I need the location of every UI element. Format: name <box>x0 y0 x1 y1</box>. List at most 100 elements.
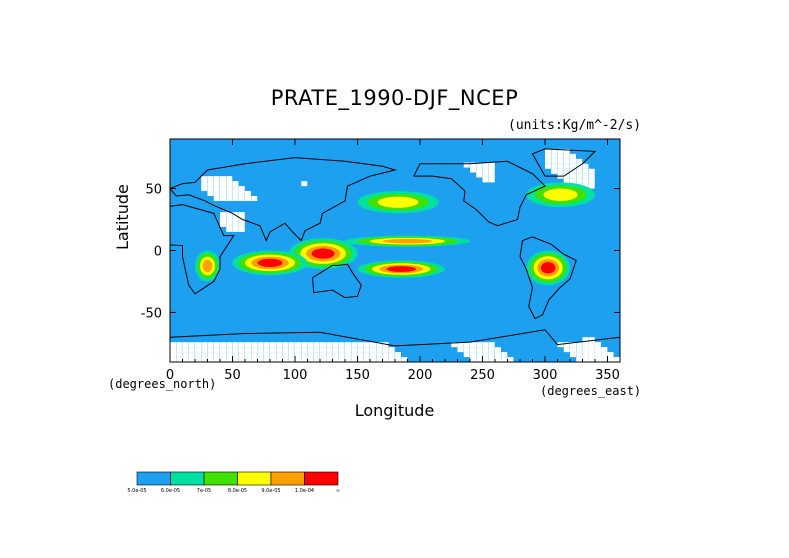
missing-cell <box>232 352 239 358</box>
missing-cell <box>595 352 601 358</box>
missing-cell <box>238 357 245 362</box>
missing-cell <box>207 191 214 197</box>
missing-cell <box>195 342 201 348</box>
missing-cell <box>588 352 595 358</box>
missing-cell <box>251 352 258 358</box>
y-tick-label: 0 <box>154 245 162 260</box>
missing-cell <box>382 352 389 358</box>
missing-cell <box>313 342 320 348</box>
missing-cell <box>313 352 320 358</box>
missing-cell <box>188 357 195 362</box>
missing-cell <box>357 352 364 358</box>
missing-cell <box>476 357 483 362</box>
missing-cell <box>582 183 589 189</box>
missing-cell <box>551 148 558 154</box>
missing-cell <box>595 342 601 348</box>
missing-cell <box>588 183 595 189</box>
missing-cell <box>582 168 589 174</box>
missing-cell <box>232 186 239 192</box>
missing-cell <box>351 347 358 353</box>
missing-cell <box>263 357 270 362</box>
missing-cell <box>245 347 251 353</box>
missing-cell <box>570 352 576 358</box>
missing-cell <box>257 352 264 358</box>
missing-cell <box>182 357 189 362</box>
coastline-north-america <box>413 160 546 227</box>
missing-cell <box>276 357 283 362</box>
precip-level-6 <box>311 248 335 259</box>
missing-cell <box>563 153 570 159</box>
missing-cell <box>213 342 220 348</box>
missing-cell <box>588 337 595 343</box>
missing-cell <box>588 173 595 179</box>
legend-swatch <box>170 471 205 486</box>
missing-cell <box>545 153 551 159</box>
missing-cell <box>245 195 251 201</box>
missing-cell <box>582 357 589 362</box>
missing-cell <box>351 352 358 358</box>
missing-cell <box>338 347 345 353</box>
missing-cell <box>582 342 589 348</box>
missing-cell <box>463 352 470 358</box>
coastline-australia <box>312 263 362 299</box>
missing-cell <box>507 357 514 362</box>
missing-cell <box>201 352 208 358</box>
missing-cell <box>295 357 301 362</box>
missing-cell <box>226 181 233 187</box>
missing-cell <box>220 217 226 223</box>
missing-cell <box>595 347 601 353</box>
missing-cell <box>213 176 220 182</box>
missing-cell <box>201 347 208 353</box>
missing-cell <box>245 191 251 197</box>
missing-cell <box>345 357 351 362</box>
missing-cell <box>607 352 614 358</box>
precip-level-6 <box>540 262 556 274</box>
missing-cell <box>463 162 470 168</box>
missing-cell <box>401 357 408 362</box>
missing-cell <box>351 357 358 362</box>
missing-cell <box>226 222 233 228</box>
missing-cell <box>220 357 226 362</box>
missing-cell <box>582 337 589 343</box>
missing-cell <box>388 347 395 353</box>
missing-cell <box>301 347 308 353</box>
missing-cell <box>388 357 395 362</box>
missing-cell <box>488 357 495 362</box>
legend-label: 9.0e-05 <box>261 488 280 494</box>
missing-cell <box>188 342 195 348</box>
missing-cell <box>220 186 226 192</box>
missing-cell <box>470 357 476 362</box>
missing-cell <box>582 173 589 179</box>
missing-cell <box>226 176 233 182</box>
missing-cell <box>557 153 564 159</box>
missing-cell <box>370 357 376 362</box>
missing-cell <box>207 347 214 353</box>
missing-cell <box>601 352 608 358</box>
missing-cell <box>476 167 483 173</box>
missing-cell <box>576 168 583 174</box>
missing-cell <box>495 357 501 362</box>
missing-cell <box>370 352 376 358</box>
missing-cell <box>201 186 208 192</box>
missing-cell <box>451 342 458 348</box>
missing-cell <box>232 195 239 201</box>
missing-cell <box>588 347 595 353</box>
missing-cell <box>482 172 489 178</box>
x-ticks: 0 50 100 150 200 250 300 350 <box>166 139 620 383</box>
missing-cell <box>251 347 258 353</box>
missing-cell <box>332 342 339 348</box>
missing-cell <box>213 181 220 187</box>
missing-cell <box>238 352 245 358</box>
missing-cell <box>207 352 214 358</box>
missing-cell <box>357 342 364 348</box>
missing-cell <box>220 352 226 358</box>
x-tick-label: 150 <box>345 368 370 383</box>
x-axis-label-text: Longitude <box>354 401 435 420</box>
missing-cell <box>563 158 570 164</box>
missing-cell <box>282 342 289 348</box>
missing-cell <box>320 342 326 348</box>
missing-cell <box>282 352 289 358</box>
missing-cell <box>220 191 226 197</box>
missing-cell <box>576 352 583 358</box>
missing-cell <box>263 347 270 353</box>
